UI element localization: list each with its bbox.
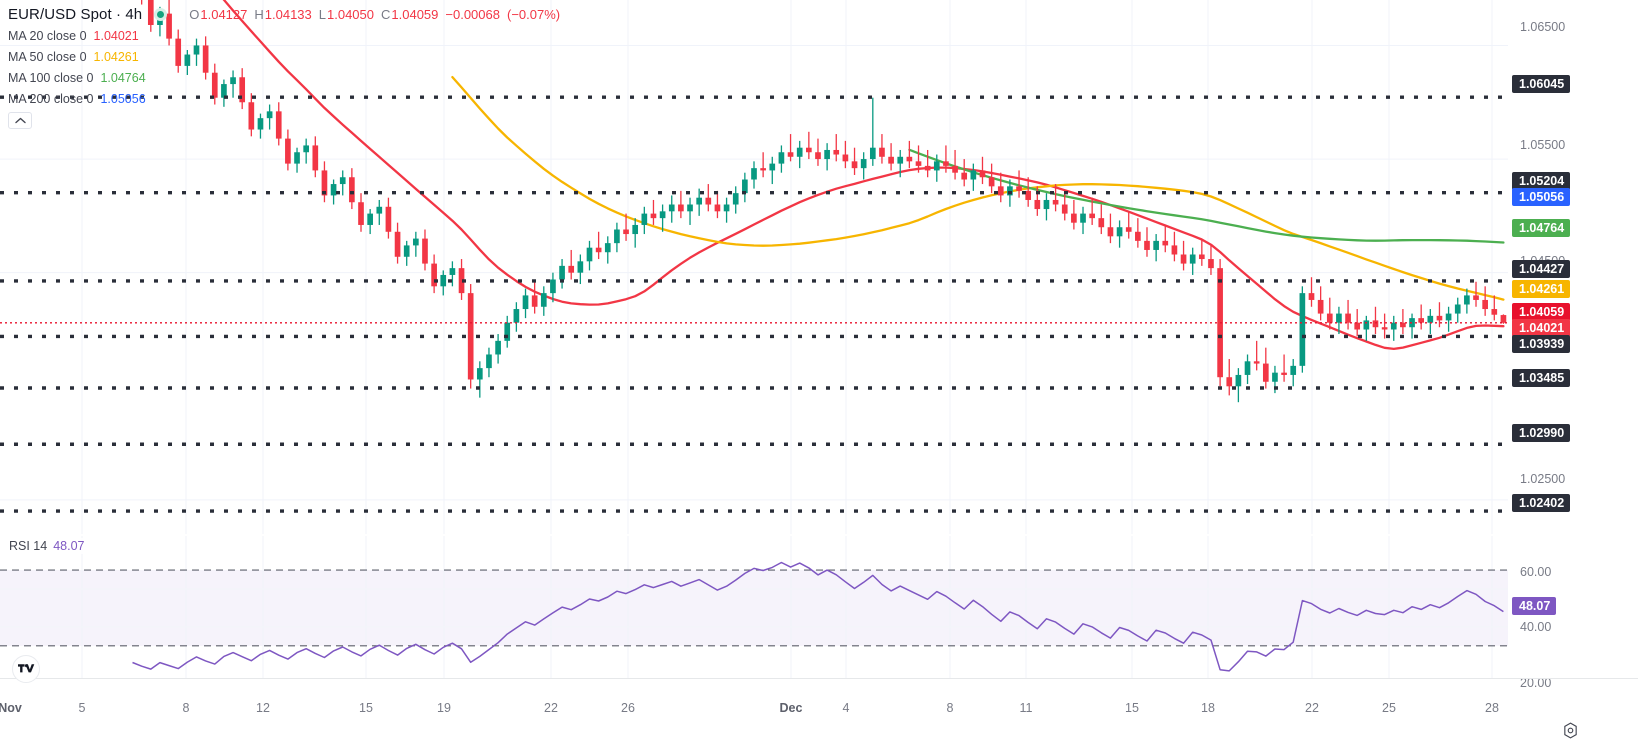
time-axis-tick-label: 22 <box>544 701 558 715</box>
ma-line-50 <box>451 75 1505 301</box>
price-chart-canvas <box>0 0 1508 534</box>
price-axis-tick-label: 1.05500 <box>1520 138 1566 152</box>
level-badge-1-03939[interactable]: 1.03939 <box>1512 335 1571 353</box>
last-price-badge[interactable]: 1.04059 <box>1512 303 1571 321</box>
rsi-legend[interactable]: RSI 14 48.07 <box>6 538 88 554</box>
time-axis-tick-label: 19 <box>437 701 451 715</box>
chart-settings-button[interactable] <box>1562 722 1579 744</box>
time-axis-tick-label: 26 <box>621 701 635 715</box>
ma-line-20 <box>222 0 1505 351</box>
candlestick-series <box>141 0 1507 403</box>
price-chart-pane[interactable] <box>0 0 1508 534</box>
time-axis-tick-label: 12 <box>256 701 270 715</box>
rsi-band-fill <box>0 570 1508 646</box>
level-badge-1-04427[interactable]: 1.04427 <box>1512 260 1571 278</box>
rsi-legend-value: 48.07 <box>53 539 85 553</box>
time-axis-tick-label: 8 <box>182 701 190 715</box>
time-axis-tick-label: 22 <box>1305 701 1319 715</box>
rsi-axis-tick-label: 40.00 <box>1520 620 1552 634</box>
rsi-chart-canvas <box>0 536 1508 678</box>
time-axis-tick-label: 8 <box>946 701 954 715</box>
gear-icon <box>1564 722 1577 739</box>
ma50-badge[interactable]: 1.04261 <box>1512 280 1571 298</box>
tradingview-logo-icon[interactable] <box>12 655 40 683</box>
time-axis-tick-label: 18 <box>1201 701 1215 715</box>
rsi-axis-tick-label: 60.00 <box>1520 565 1552 579</box>
tradingview-logo-glyph <box>17 663 34 672</box>
level-badge-1-05204[interactable]: 1.05204 <box>1512 172 1571 190</box>
rsi-legend-name: RSI 14 <box>9 539 48 553</box>
rsi-indicator-pane[interactable] <box>0 536 1508 678</box>
price-axis-tick-label: 1.06500 <box>1520 20 1566 34</box>
ma-line-100 <box>908 148 1505 244</box>
rsi-value-badge[interactable]: 48.07 <box>1512 597 1557 615</box>
ma20-badge[interactable]: 1.04021 <box>1512 319 1571 337</box>
price-scale-axis[interactable]: 1.065001.055001.045001.025001.060451.052… <box>1508 0 1638 690</box>
level-badge-1-02402[interactable]: 1.02402 <box>1512 494 1571 512</box>
rsi-line <box>132 561 1504 672</box>
price-axis-tick-label: 1.02500 <box>1520 472 1566 486</box>
time-axis-tick-label: 15 <box>359 701 373 715</box>
rsi-axis-tick-label: 20.00 <box>1520 676 1552 690</box>
ma200-badge[interactable]: 1.05056 <box>1512 188 1571 206</box>
time-scale-axis[interactable]: Nov 5 8 12 15 19 22 26 Dec 4 8 11 15 18 22 25 28 <box>0 678 1638 756</box>
level-badge-1-06045[interactable]: 1.06045 <box>1512 75 1571 93</box>
time-axis-tick-label: Nov <box>0 701 22 715</box>
time-axis-tick-label: 15 <box>1125 701 1139 715</box>
time-axis-tick-label: 28 <box>1485 701 1499 715</box>
level-badge-1-02990[interactable]: 1.02990 <box>1512 424 1571 442</box>
chevron-up-icon <box>14 117 26 124</box>
time-axis-tick-label: 5 <box>78 701 86 715</box>
legend-collapse-button[interactable] <box>8 112 32 129</box>
time-axis-tick-label: 11 <box>1019 701 1033 715</box>
time-axis-tick-label: Dec <box>779 701 803 715</box>
time-axis-tick-label: 25 <box>1382 701 1396 715</box>
level-badge-1-03485[interactable]: 1.03485 <box>1512 369 1571 387</box>
ma100-badge[interactable]: 1.04764 <box>1512 219 1571 237</box>
time-axis-tick-label: 4 <box>842 701 850 715</box>
